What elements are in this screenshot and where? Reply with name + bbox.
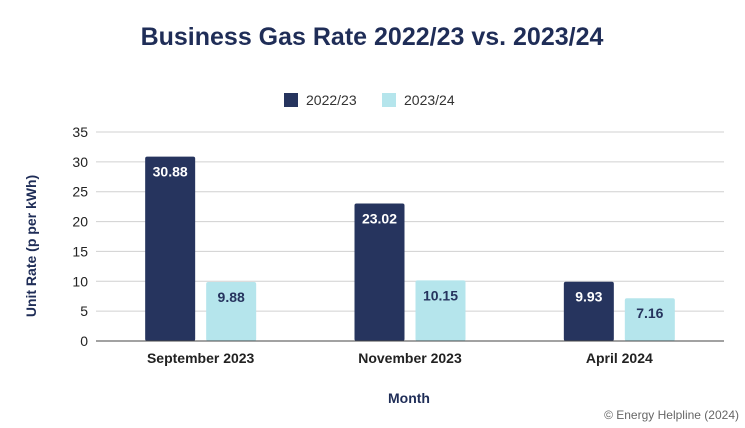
bar-data-label: 7.16 [636,305,663,321]
x-tick-label: November 2023 [358,350,462,366]
bar-data-label: 9.93 [575,289,602,305]
bar-data-label: 30.88 [153,164,188,180]
bar [354,203,405,341]
legend-swatch [284,93,298,107]
y-tick-label: 20 [72,214,88,230]
data-labels: 30.88 9.88 23.02 10.15 9.93 7.16 [153,164,664,322]
bar-data-label: 9.88 [218,289,245,305]
bar-data-label: 23.02 [362,211,397,227]
bar [415,280,466,341]
x-tick-label: September 2023 [147,350,255,366]
legend: 2022/23 2023/24 [284,92,455,108]
bar [624,298,675,341]
y-tick-label: 35 [72,124,88,140]
legend-swatch [382,93,396,107]
bar [563,281,614,341]
credit-text: © Energy Helpline (2024) [604,408,739,422]
bar [206,282,257,341]
legend-label: 2022/23 [306,92,357,108]
y-tick-label: 10 [72,273,88,289]
y-tick-label: 0 [80,333,88,349]
chart-title: Business Gas Rate 2022/23 vs. 2023/24 [141,23,604,51]
y-tick-label: 15 [72,243,88,259]
legend-label: 2023/24 [404,92,455,108]
y-tick-label: 5 [80,303,88,319]
x-tick-label: April 2024 [586,350,653,366]
bar-data-label: 10.15 [423,287,458,303]
gridlines [96,131,724,312]
x-axis-ticks: September 2023 November 2023 April 2024 [147,350,653,366]
bars [145,156,675,341]
x-axis-label: Month [388,390,430,406]
y-tick-label: 30 [72,154,88,170]
y-tick-label: 25 [72,184,88,200]
y-axis-ticks: 0 5 10 15 20 25 30 35 [72,124,88,349]
y-axis-label: Unit Rate (p per kWh) [23,175,39,317]
bar [145,156,196,341]
